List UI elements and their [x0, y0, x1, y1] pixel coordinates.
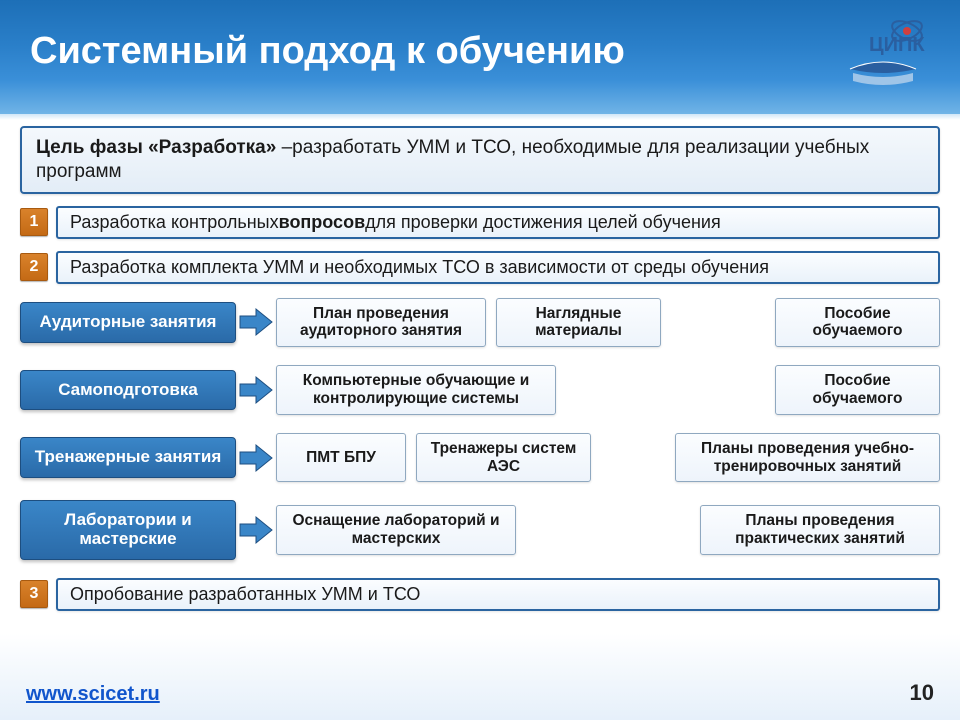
output-box: Пособие обучаемого	[775, 298, 940, 348]
arrow-icon	[236, 307, 276, 337]
goal-box: Цель фазы «Разработка» –разработать УММ …	[20, 126, 940, 194]
step-row-1: 1 Разработка контрольных вопросов для пр…	[20, 206, 940, 239]
step-bar: Разработка контрольных вопросов для пров…	[56, 206, 940, 239]
outputs-area: План проведения аудиторного занятияНагля…	[276, 298, 940, 348]
mode-row: Лаборатории и мастерские Оснащение лабора…	[20, 500, 940, 559]
mode-row: Тренажерные занятия ПМТ БПУТренажеры сист…	[20, 433, 940, 483]
mode-label: Тренажерные занятия	[20, 437, 236, 478]
logo: ЦИПК	[828, 6, 938, 94]
output-box: План проведения аудиторного занятия	[276, 298, 486, 348]
step-bar: Опробование разработанных УММ и ТСО	[56, 578, 940, 611]
output-box: Тренажеры систем АЭС	[416, 433, 591, 483]
footer: www.scicet.ru 10	[0, 680, 960, 706]
outputs-area: ПМТ БПУТренажеры систем АЭС Планы проведе…	[276, 433, 940, 483]
mode-row: Аудиторные занятия План проведения аудито…	[20, 298, 940, 348]
logo-icon: ЦИПК	[835, 11, 931, 89]
step-row-3: 3 Опробование разработанных УММ и ТСО	[20, 578, 940, 611]
svg-text:ЦИПК: ЦИПК	[869, 34, 925, 56]
output-box: ПМТ БПУ	[276, 433, 406, 483]
step-badge: 1	[20, 208, 48, 236]
content-area: Цель фазы «Разработка» –разработать УММ …	[0, 114, 960, 611]
arrow-icon	[236, 443, 276, 473]
slide: Системный подход к обучению ЦИПК Цель фа…	[0, 0, 960, 720]
output-box: Пособие обучаемого	[775, 365, 940, 415]
output-box: Наглядные материалы	[496, 298, 661, 348]
mode-label: Самоподготовка	[20, 370, 236, 411]
output-box: Компьютерные обучающие и контролирующие …	[276, 365, 556, 415]
goal-bold: Цель фазы «Разработка»	[36, 137, 276, 158]
step-bar: Разработка комплекта УММ и необходимых Т…	[56, 251, 940, 284]
arrow-icon	[236, 515, 276, 545]
output-box: Оснащение лабораторий и мастерских	[276, 505, 516, 555]
output-box: Планы проведения учебно-тренировочных за…	[675, 433, 940, 483]
output-box: Планы проведения практических занятий	[700, 505, 940, 555]
modes-area: Аудиторные занятия План проведения аудито…	[20, 298, 940, 560]
step-badge: 3	[20, 580, 48, 608]
slide-title: Системный подход к обучению	[0, 0, 960, 73]
outputs-area: Оснащение лабораторий и мастерских Планы …	[276, 505, 940, 555]
step-row-2: 2 Разработка комплекта УММ и необходимых…	[20, 251, 940, 284]
header-bar: Системный подход к обучению ЦИПК	[0, 0, 960, 114]
step-badge: 2	[20, 253, 48, 281]
mode-row: Самоподготовка Компьютерные обучающие и к…	[20, 365, 940, 415]
mode-label: Лаборатории и мастерские	[20, 500, 236, 559]
outputs-area: Компьютерные обучающие и контролирующие …	[276, 365, 940, 415]
arrow-icon	[236, 375, 276, 405]
mode-label: Аудиторные занятия	[20, 302, 236, 343]
footer-url[interactable]: www.scicet.ru	[26, 683, 160, 706]
page-number: 10	[910, 680, 934, 706]
